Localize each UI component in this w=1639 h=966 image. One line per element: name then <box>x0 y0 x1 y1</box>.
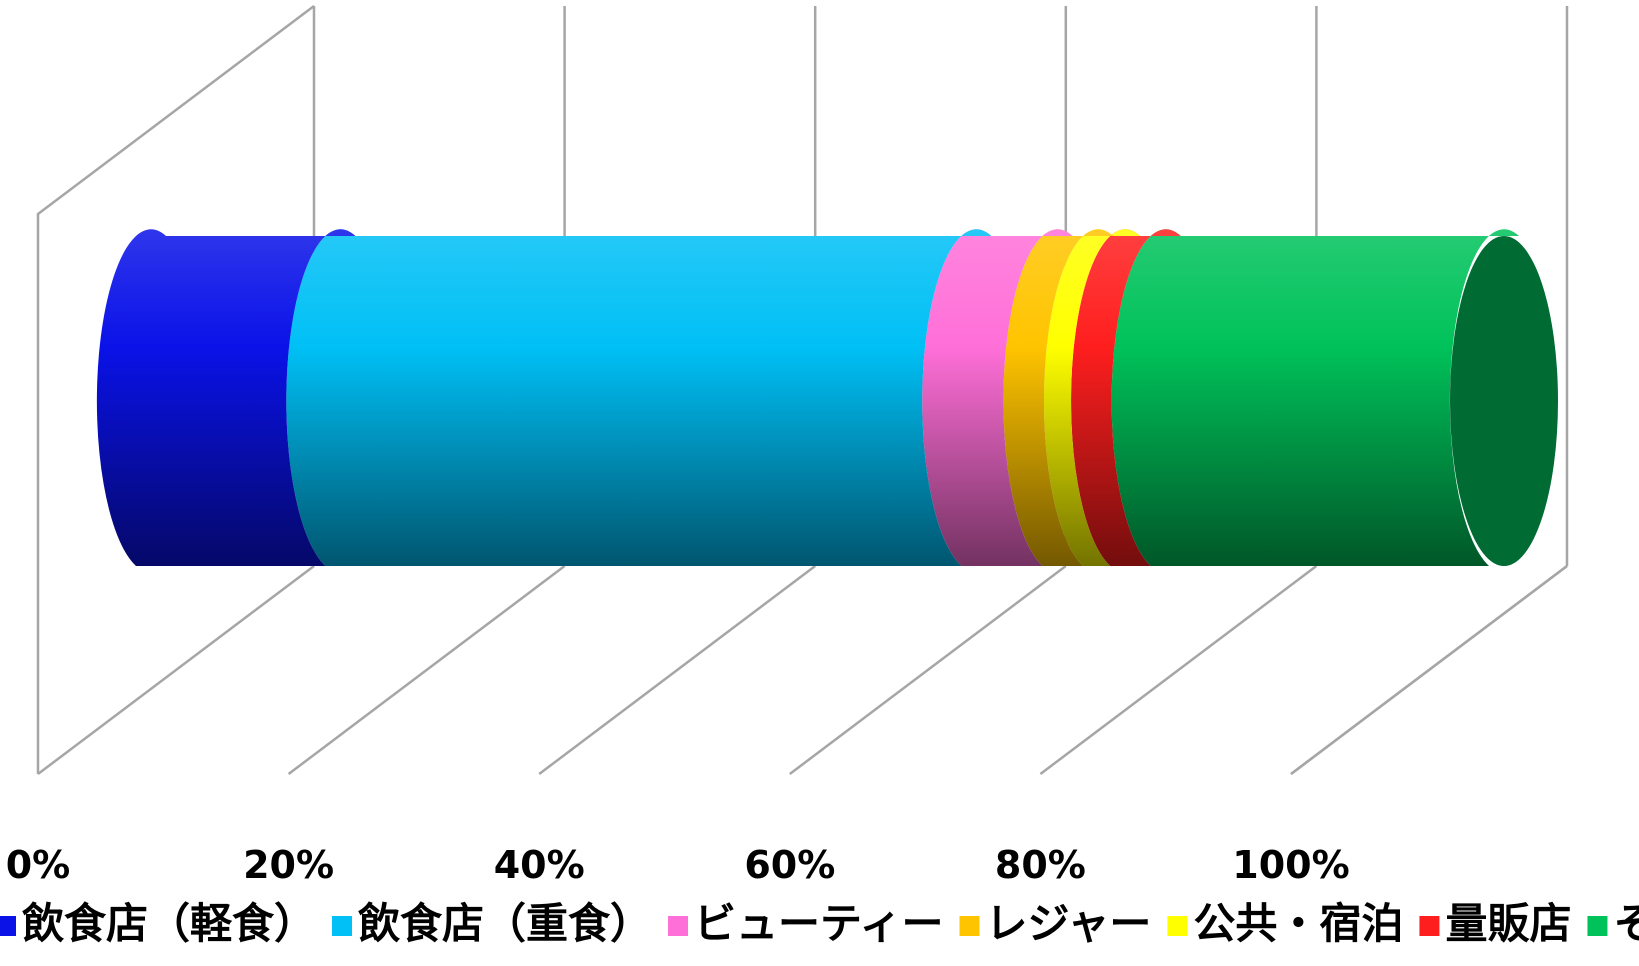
bar-end-cap <box>1450 236 1558 566</box>
legend-swatch <box>332 916 353 936</box>
grid-line-floor <box>37 565 315 775</box>
grid-line-floor <box>1039 565 1318 775</box>
legend-item: 飲食店（重食） <box>332 899 652 948</box>
legend-swatch <box>1587 916 1608 936</box>
legend-label: そ <box>1613 899 1639 948</box>
x-tick-label: 100% <box>1232 843 1349 887</box>
grid-line-floor <box>538 565 816 775</box>
x-tick-label: 60% <box>744 843 835 887</box>
legend-swatch <box>1167 916 1188 936</box>
legend-item: 飲食店（軽食） <box>0 899 316 948</box>
legend-item: 量販店 <box>1419 899 1571 948</box>
x-tick-label: 80% <box>995 843 1086 887</box>
legend-item: そ <box>1587 899 1639 948</box>
bar-segment-4 <box>1003 229 1114 566</box>
legend-item: 公共・宿泊 <box>1167 899 1403 948</box>
x-tick-label: 40% <box>494 843 585 887</box>
legend-item: レジャー <box>959 899 1152 948</box>
bar-segment-1 <box>96 229 356 566</box>
bar-segment-5 <box>1043 229 1141 566</box>
legend-item: ビューティー <box>668 899 944 948</box>
grid-line-floor <box>287 565 566 775</box>
side-wall-edge <box>36 5 315 774</box>
legend-swatch <box>1419 916 1440 936</box>
legend-label: 量販店 <box>1445 899 1571 948</box>
legend-swatch <box>0 916 16 936</box>
x-axis-ticks: 0% 20% 40% 60% 80% 100% <box>6 843 1350 887</box>
legend-swatch <box>959 916 980 936</box>
legend-label: レジャー <box>986 899 1152 948</box>
legend-label: 飲食店（重食） <box>358 899 652 948</box>
cylinder-bar <box>96 229 1558 566</box>
x-tick-label: 0% <box>6 843 71 887</box>
legend-label: 公共・宿泊 <box>1193 899 1403 948</box>
bar-segment-6 <box>1071 229 1181 566</box>
side-wall-edge <box>1290 565 1568 775</box>
legend: 飲食店（軽食） 飲食店（重食） ビューティー レジャー 公共・宿泊 量販店そ <box>0 899 1639 948</box>
legend-swatch <box>668 916 689 936</box>
legend-label: ビューティー <box>694 899 943 948</box>
x-tick-label: 20% <box>243 843 334 887</box>
legend-label: 飲食店（軽食） <box>22 899 316 948</box>
bar-segment-3 <box>922 229 1073 566</box>
bar-segment-7 <box>1111 229 1519 566</box>
bar-segment-2 <box>286 229 992 566</box>
grid-line-floor <box>789 565 1067 775</box>
